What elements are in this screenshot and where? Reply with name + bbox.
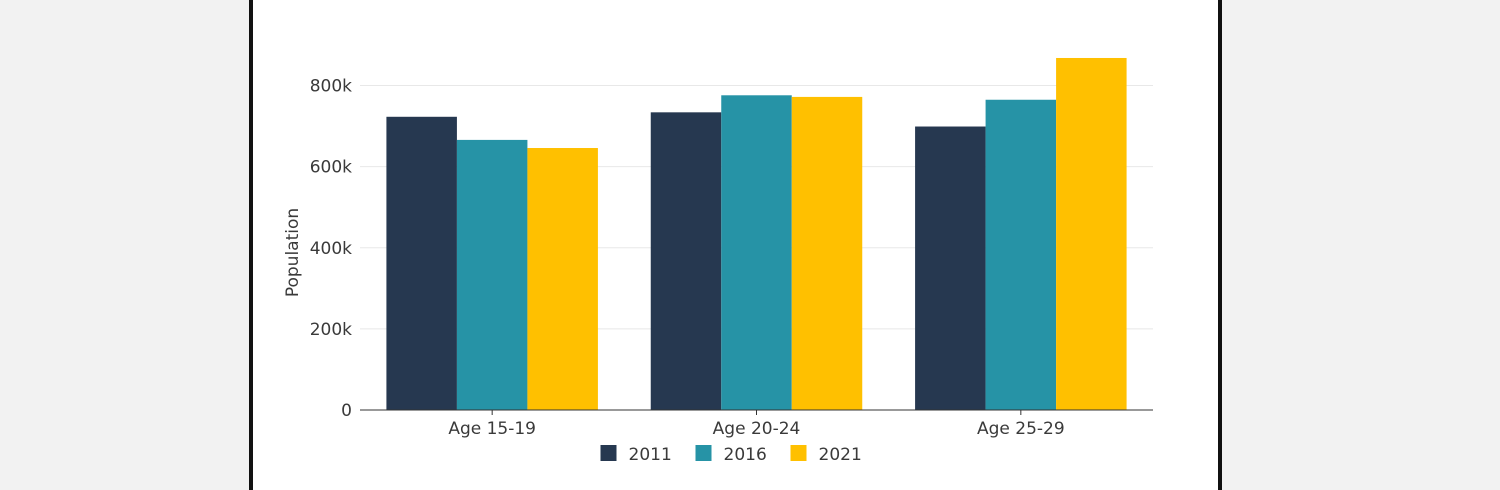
- bar-2021-age-25-29: [1056, 57, 1127, 410]
- x-tick-label: Age 25-29: [977, 419, 1065, 439]
- legend-swatch-2011: [600, 445, 617, 461]
- y-axis-title: Population: [283, 208, 303, 297]
- bar-2016-age-20-24: [721, 95, 792, 411]
- x-axis: Age 15-19 Age 20-24 Age 25-29: [360, 409, 1153, 439]
- bar-2021-age-15-19: [527, 148, 598, 410]
- legend-swatch-2016: [695, 445, 712, 461]
- legend-label-2011: 2011: [629, 445, 672, 465]
- y-tick-label: 400k: [310, 239, 352, 259]
- legend-label-2021: 2021: [819, 445, 862, 465]
- x-tick-label: Age 20-24: [713, 419, 801, 439]
- bar-2016-age-25-29: [985, 99, 1057, 410]
- y-axis: 0 200k 400k 600k 800k: [310, 77, 352, 421]
- legend-swatch-2021: [790, 445, 807, 461]
- legend: 2011 2016 2021: [600, 445, 862, 465]
- legend-label-2016: 2016: [724, 445, 767, 465]
- x-tick-label: Age 15-19: [448, 419, 536, 439]
- bar-2021-age-20-24: [791, 96, 863, 411]
- chart-panel: 0 200k 400k 600k 800k Age 15-19 Age 20-24 Age …: [249, 0, 1222, 490]
- bar-2011-age-25-29: [915, 126, 986, 411]
- bar-2011-age-15-19: [386, 116, 457, 411]
- y-tick-label: 800k: [310, 77, 352, 97]
- bars: [386, 57, 1127, 411]
- bar-2011-age-20-24: [650, 112, 722, 411]
- y-tick-label: 600k: [310, 158, 352, 178]
- y-tick-label: 200k: [310, 320, 352, 340]
- bar-2016-age-15-19: [456, 139, 528, 410]
- y-tick-label: 0: [341, 401, 352, 421]
